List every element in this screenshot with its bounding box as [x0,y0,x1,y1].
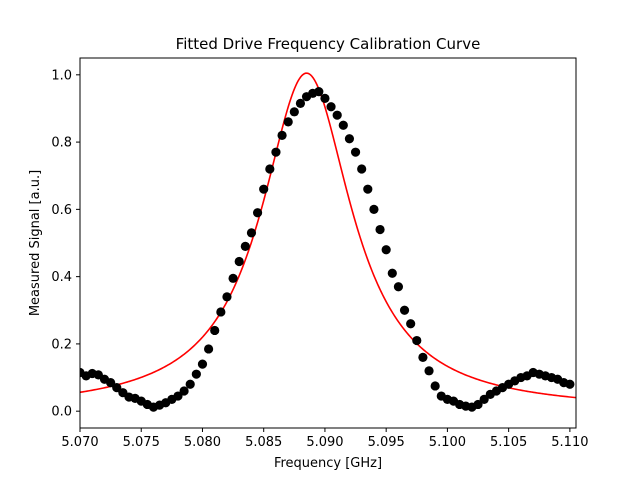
data-point [406,319,416,329]
data-point [424,366,434,376]
axes-frame [79,57,577,429]
data-point [210,325,220,336]
data-point [216,307,226,317]
data-point [399,305,410,315]
x-tick-label: 5.085 [245,435,282,450]
data-point [106,377,116,388]
x-tick-label: 5.095 [368,435,405,450]
data-point [314,87,324,97]
x-tick-label: 5.105 [490,435,527,450]
fit-curve-line [80,72,576,399]
data-point [228,273,238,283]
y-tick-label: 0.6 [51,203,72,218]
data-point [418,352,428,362]
plot-area [79,57,577,429]
data-point [252,208,263,218]
y-tick-label: 0.8 [51,136,72,151]
data-point [375,224,385,235]
data-point [283,117,293,127]
x-axis: 5.070 5.075 5.080 5.085 5.090 5.095 5.100 5.105… [61,428,588,450]
y-axis-label: Measured Signal [a.u.] [28,170,43,316]
data-point [203,344,214,354]
x-tick-label: 5.090 [306,435,343,450]
x-tick-label: 5.070 [61,435,98,450]
data-point [430,381,440,391]
data-point [112,383,122,393]
data-point [271,147,281,157]
y-tick-label: 0.4 [51,270,72,285]
data-point [479,394,489,405]
data-point [369,204,379,214]
data-layer [80,72,576,412]
data-point [412,335,422,346]
data-point [185,379,195,389]
data-point [344,134,355,144]
data-point [357,164,367,174]
data-point [197,359,208,369]
data-point [265,164,275,174]
x-tick-label: 5.080 [184,435,221,450]
y-tick-label: 0.0 [51,405,72,420]
data-point [246,228,257,238]
y-axis: 0.0 0.2 0.4 0.6 0.8 1.0 [51,68,80,420]
data-point [565,379,575,389]
x-tick-label: 5.110 [551,435,588,450]
data-point [222,292,232,302]
data-point [473,399,483,410]
data-point [338,120,348,130]
data-point [326,102,336,112]
data-point [234,256,244,267]
data-point [277,130,287,140]
data-point [363,184,373,194]
data-point [393,282,404,292]
x-tick-label: 5.075 [123,435,160,450]
data-point [289,107,299,117]
data-point [173,391,183,401]
data-point [387,268,397,278]
data-point [381,245,391,255]
data-point [240,241,250,251]
data-point [259,184,269,194]
data-point [320,93,330,103]
y-tick-label: 0.2 [51,337,72,352]
data-point [350,147,361,157]
data-point [191,369,201,379]
data-point [332,110,342,120]
x-axis-label: Frequency [GHz] [274,456,382,471]
data-point [179,386,189,396]
data-point [295,98,306,109]
y-tick-label: 1.0 [51,68,72,83]
x-tick-label: 5.100 [429,435,466,450]
chart-title: Fitted Drive Frequency Calibration Curve [176,35,481,53]
